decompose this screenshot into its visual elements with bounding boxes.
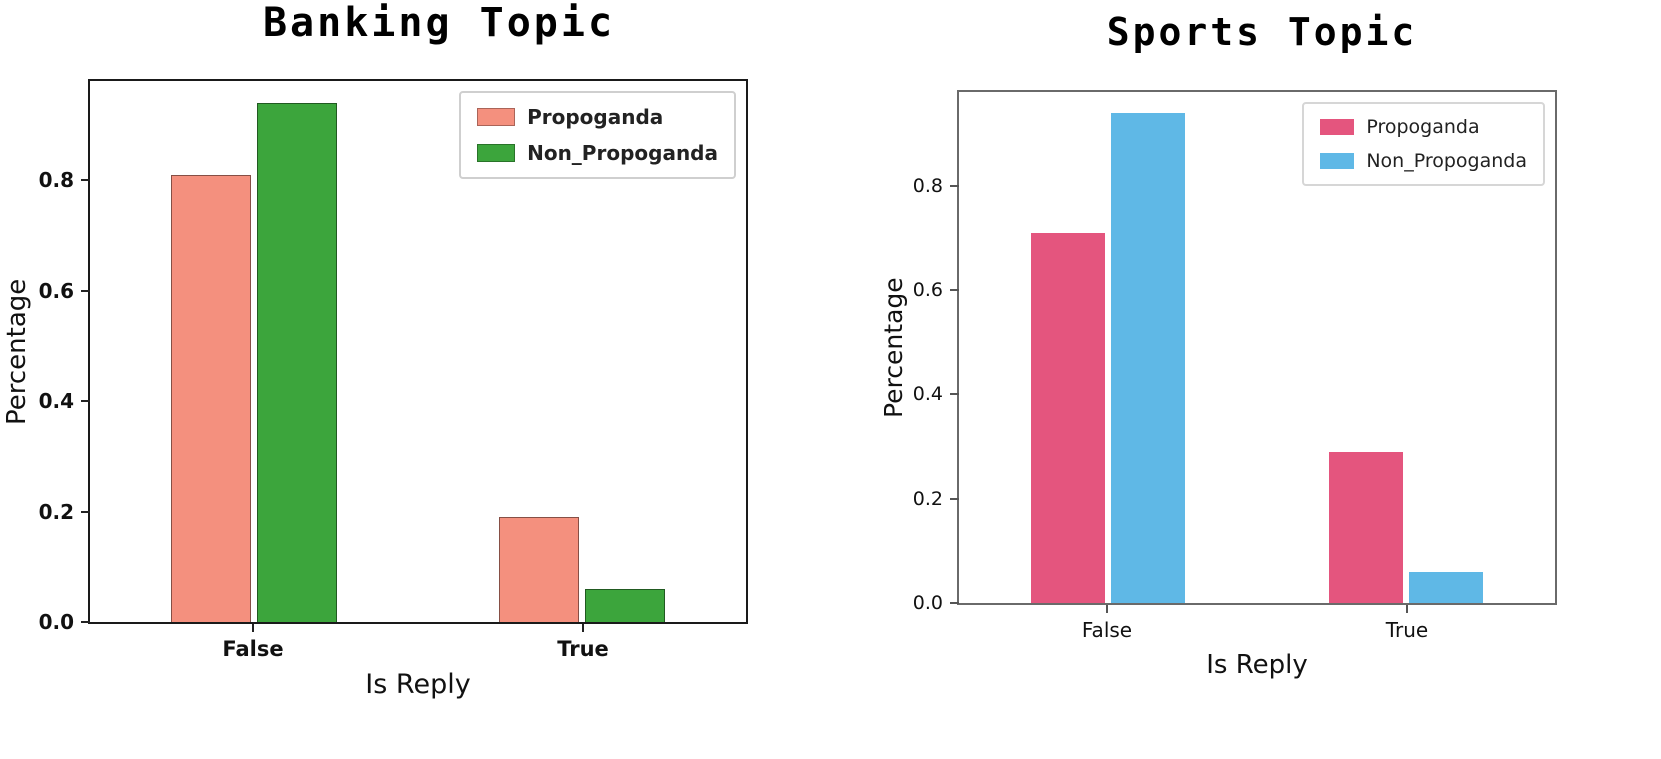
bar-group-false [90,81,418,622]
legend-item-non_propoganda: Non_Propoganda [1320,150,1527,172]
x-tick-true: True [418,624,748,661]
legend-swatch [1320,119,1355,135]
y-axis-label: Percentage [2,278,32,425]
y-tick-mark [81,510,90,513]
bar-non_propoganda-true [585,588,665,622]
x-tick-mark [1406,605,1408,613]
y-tick-label: 0.6 [38,278,74,303]
legend-label: Propoganda [527,105,664,129]
x-tick-false: False [88,624,418,661]
legend-item-propoganda: Propoganda [1320,116,1527,138]
legend: Propoganda Non_Propoganda [1302,102,1545,186]
chart-title-banking: Banking Topic [262,0,616,46]
bar-non_propoganda-false [257,103,337,622]
plot-area-sports: Propoganda Non_Propoganda 0.0 0.2 0.4 0.6 0.8 [913,90,1557,614]
y-tick-label: 0.2 [38,499,74,524]
bar-group-false [959,92,1257,603]
legend-label: Non_Propoganda [527,141,718,165]
y-tick: 0.2 [39,500,90,524]
y-tick-mark [81,289,90,292]
y-tick: 0.4 [39,389,90,413]
x-axis-ticks: False True [957,605,1557,642]
x-tick-true: True [1257,605,1557,642]
legend-swatch [477,108,516,126]
y-tick-label: 0.6 [912,279,943,302]
y-tick-mark [81,621,90,623]
chart-body-banking: Percentage Propoganda Non_Propoganda 0.0 0… [0,79,790,634]
y-tick: 0.2 [913,488,959,510]
y-tick-label: 0.8 [38,168,74,193]
y-tick-label: 0.0 [912,592,943,614]
plot-area-banking: Propoganda Non_Propoganda 0.0 0.2 0.4 0.6 0.8 [39,79,748,634]
y-tick-label: 0.2 [912,487,943,510]
y-tick: 0.8 [39,168,90,192]
y-tick: 0.6 [913,279,959,301]
legend-swatch [477,144,516,162]
legend-item-non_propoganda: Non_Propoganda [477,141,718,165]
chart-body-sports: Percentage Propoganda Non_Propoganda 0.0 0… [877,90,1567,614]
y-tick-label: 0.4 [912,383,943,406]
y-tick: 0.0 [913,592,959,614]
y-tick-mark [81,179,90,182]
figure-banking: Banking Topic Percentage Propoganda Non_P… [0,0,790,700]
bar-group-true [418,81,746,622]
bars-container: Propoganda Non_Propoganda [959,92,1555,603]
y-tick: 0.8 [913,175,959,197]
x-tick-label: True [557,637,609,661]
figure-sports: Sports Topic Percentage Propoganda Non_Pr… [877,0,1567,680]
bar-propoganda-true [499,517,579,622]
x-tick-mark [582,624,584,632]
y-tick-mark [950,602,959,604]
legend-label: Propoganda [1366,116,1480,138]
legend: Propoganda Non_Propoganda [459,91,736,179]
bar-group-true [1257,92,1555,603]
y-tick-mark [950,184,959,187]
x-tick-label: True [1385,618,1429,642]
x-tick-label: False [222,637,284,661]
x-axis-label: Is Reply [1206,650,1308,680]
bar-non_propoganda-false [1111,112,1185,603]
y-tick: 0.6 [39,279,90,303]
y-tick-mark [950,393,959,396]
y-tick-label: 0.4 [38,389,74,414]
bar-propoganda-false [171,174,251,622]
y-tick-mark [950,289,959,292]
chart-title-sports: Sports Topic [1106,10,1418,54]
x-tick-mark [1106,605,1108,613]
bar-non_propoganda-true [1409,571,1483,603]
x-tick-label: False [1081,618,1133,642]
x-axis-label: Is Reply [365,669,471,700]
y-tick-mark [81,400,90,403]
y-tick-label: 0.0 [38,610,74,634]
bars-container: Propoganda Non_Propoganda [90,81,746,622]
y-axis-label: Percentage [879,277,908,418]
legend-swatch [1320,153,1355,169]
x-tick-mark [252,624,254,632]
x-axis-ticks: False True [88,624,748,661]
bar-propoganda-false [1031,232,1105,603]
y-tick: 0.0 [39,610,90,634]
legend-item-propoganda: Propoganda [477,105,718,129]
bar-propoganda-true [1329,451,1403,603]
y-tick-label: 0.8 [912,174,943,197]
x-tick-false: False [957,605,1257,642]
y-tick-mark [950,497,959,500]
legend-label: Non_Propoganda [1366,150,1527,172]
y-tick: 0.4 [913,383,959,405]
